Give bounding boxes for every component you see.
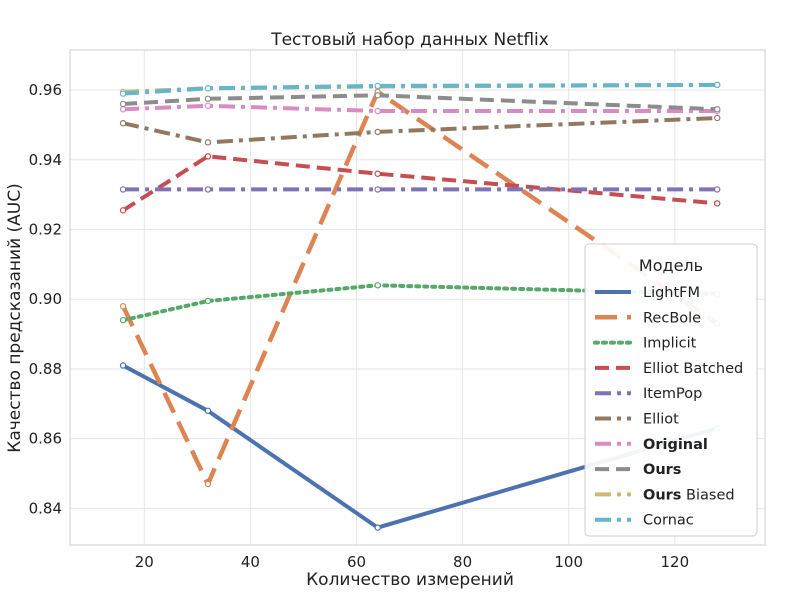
data-point — [119, 316, 127, 324]
data-point — [119, 362, 127, 369]
y-tick-label: 0.96 — [29, 81, 62, 99]
data-point — [204, 480, 212, 488]
series-line — [122, 363, 718, 530]
legend-item: Original — [595, 437, 708, 453]
data-point — [204, 85, 212, 92]
data-point — [714, 200, 721, 207]
legend-label-text: Elliot Batched — [643, 361, 743, 377]
legend-label: Ours — [643, 462, 681, 478]
data-point — [714, 81, 721, 89]
legend-label-text: Cornac — [643, 513, 694, 529]
x-tick-label: 80 — [453, 553, 472, 571]
legend-label: Elliot Batched — [643, 361, 743, 377]
legend-title: Модель — [639, 256, 703, 275]
ticks: 20 40 60 80 100 120 0.84 0.86 0.88 0.90 0.92 0.94 0.… — [29, 81, 690, 571]
y-tick-label: 0.86 — [29, 430, 62, 448]
legend-item: ItemPop — [595, 386, 702, 402]
series-4 — [119, 186, 721, 193]
legend-item: Elliot — [595, 412, 679, 428]
data-point — [119, 303, 127, 310]
series-7 — [119, 92, 721, 113]
chart-title: Тестовый набор данных Netflix — [270, 30, 549, 50]
legend: Модель LightFM RecBole Implicit Elliot Batc… — [584, 243, 758, 537]
legend-label-text: RecBole — [643, 310, 701, 326]
data-point — [374, 170, 381, 177]
x-tick-label: 20 — [135, 553, 154, 571]
series-layer — [119, 81, 721, 531]
x-axis-label: Количество измерений — [306, 570, 514, 590]
series-5 — [119, 114, 721, 146]
legend-label: Original — [643, 437, 708, 453]
data-point — [204, 139, 212, 146]
legend-item: Implicit — [593, 336, 697, 352]
data-point — [119, 207, 127, 214]
series-line — [122, 82, 718, 96]
legend-label: LightFM — [643, 285, 700, 301]
legend-label: RecBole — [643, 310, 701, 326]
data-point — [374, 128, 381, 136]
legend-item: Ours Biased — [595, 487, 735, 503]
data-point — [119, 106, 127, 113]
legend-label: ItemPop — [643, 386, 702, 402]
series-line — [123, 103, 718, 113]
y-tick-label: 0.84 — [29, 499, 62, 517]
data-point — [374, 186, 381, 193]
data-point — [204, 186, 212, 193]
legend-label-text: ItemPop — [643, 386, 702, 402]
data-point — [119, 120, 127, 127]
data-point — [374, 82, 381, 90]
series-9 — [119, 81, 721, 97]
data-point — [374, 92, 381, 99]
series-line — [122, 93, 718, 112]
legend-label: Ours Biased — [643, 487, 735, 503]
data-point — [374, 524, 381, 531]
y-tick-label: 0.94 — [29, 151, 62, 169]
y-tick-label: 0.88 — [29, 360, 62, 378]
legend-label-text: Biased — [681, 487, 734, 503]
x-tick-label: 60 — [347, 553, 366, 571]
series-line — [121, 89, 719, 487]
legend-label: Elliot — [643, 412, 679, 428]
y-axis-label: Качество предсказаний (AUC) — [5, 183, 25, 453]
y-tick-label: 0.90 — [29, 290, 62, 308]
legend-label-bold: Ours — [643, 462, 681, 478]
data-point — [119, 100, 127, 108]
legend-item: LightFM — [595, 285, 700, 301]
data-point — [204, 297, 212, 305]
legend-item: Cornac — [595, 513, 694, 529]
legend-label-text: Elliot — [643, 412, 679, 428]
data-point — [714, 114, 721, 122]
x-tick-label: 120 — [660, 553, 689, 571]
data-point — [204, 102, 212, 109]
data-point — [714, 186, 721, 193]
legend-item: RecBole — [595, 310, 701, 326]
legend-label-bold: Ours — [643, 487, 681, 503]
legend-item: Ours — [595, 462, 681, 478]
legend-label-text: LightFM — [643, 285, 700, 301]
legend-items: LightFM RecBole Implicit Elliot Batched Item… — [593, 285, 743, 529]
data-point — [204, 153, 212, 160]
legend-label: Implicit — [643, 336, 697, 352]
data-point — [204, 95, 212, 103]
y-tick-label: 0.92 — [29, 221, 62, 239]
plot-frame — [69, 49, 766, 546]
x-tick-label: 100 — [554, 553, 583, 571]
data-point — [714, 106, 721, 113]
legend-item: Elliot Batched — [595, 361, 743, 377]
data-point — [374, 282, 381, 289]
series-line — [121, 283, 720, 323]
data-point — [119, 186, 127, 193]
legend-label-bold: Original — [643, 437, 708, 453]
data-point — [119, 90, 127, 97]
legend-label-text: Implicit — [643, 336, 697, 352]
data-point — [374, 107, 381, 115]
x-tick-label: 40 — [241, 553, 260, 571]
series-line — [122, 116, 718, 145]
legend-label: Cornac — [643, 513, 694, 529]
data-point — [204, 407, 212, 414]
